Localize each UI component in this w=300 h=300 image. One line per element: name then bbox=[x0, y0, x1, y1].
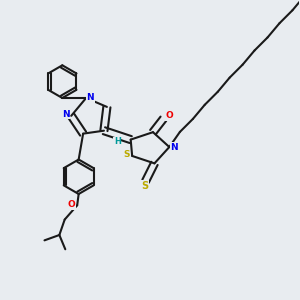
Text: H: H bbox=[114, 137, 121, 146]
Text: S: S bbox=[123, 150, 130, 159]
Text: N: N bbox=[86, 94, 94, 103]
Text: N: N bbox=[62, 110, 70, 119]
Text: O: O bbox=[165, 111, 173, 120]
Text: N: N bbox=[171, 142, 178, 152]
Text: O: O bbox=[68, 200, 75, 209]
Text: S: S bbox=[141, 181, 148, 191]
